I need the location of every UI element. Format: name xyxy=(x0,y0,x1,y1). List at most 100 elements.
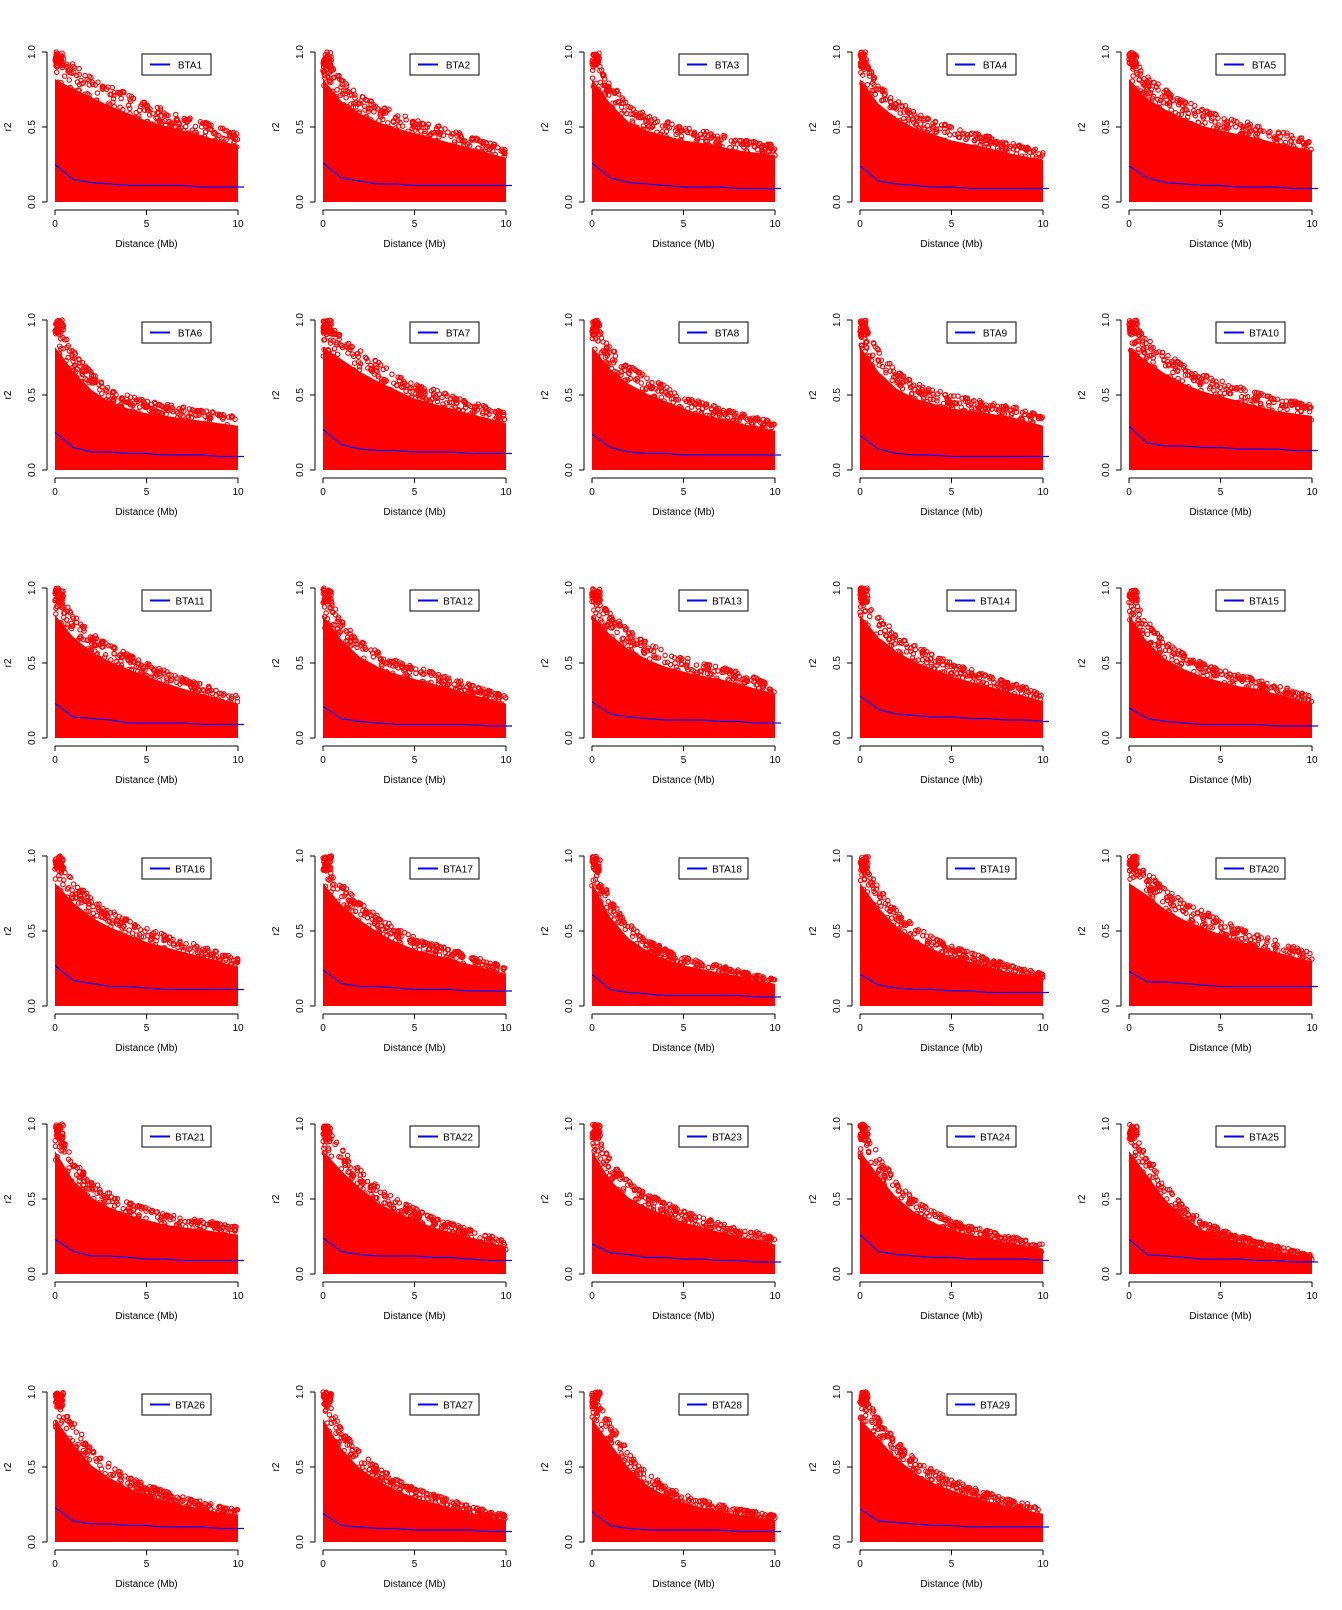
scatter-point xyxy=(99,928,106,935)
scatter-point xyxy=(234,957,241,964)
y-tick-label: 0.0 xyxy=(1101,463,1112,477)
scatter-point xyxy=(886,385,892,391)
scatter-point xyxy=(722,665,728,671)
scatter-point xyxy=(949,669,955,676)
scatter-point xyxy=(357,367,363,373)
x-tick-label: 5 xyxy=(681,755,687,766)
x-axis-label: Distance (Mb) xyxy=(1189,775,1251,786)
scatter-point xyxy=(862,608,868,615)
scatter-point xyxy=(323,55,329,62)
scatter-point xyxy=(58,329,64,335)
scatter-point xyxy=(899,104,905,110)
scatter-point xyxy=(179,133,186,139)
scatter-point xyxy=(327,69,334,75)
scatter-point xyxy=(406,664,412,671)
scatter-point xyxy=(681,396,688,402)
axes xyxy=(310,319,507,483)
scatter-point xyxy=(764,418,771,424)
scatter-point xyxy=(1164,352,1171,359)
scatter-point xyxy=(79,368,85,374)
scatter-point xyxy=(699,134,705,141)
x-tick-label: 10 xyxy=(232,755,244,766)
y-tick-label: 0.5 xyxy=(564,656,575,670)
scatter-point xyxy=(1128,331,1134,338)
scatter-point xyxy=(941,400,947,407)
scatter-point xyxy=(352,92,358,98)
scatter-point xyxy=(180,413,186,419)
scatter-point xyxy=(979,671,986,677)
scatter-point xyxy=(594,606,601,613)
scatter-point xyxy=(372,647,378,653)
scatter-point xyxy=(440,401,447,407)
scatter-point xyxy=(462,687,468,693)
scatter-point xyxy=(731,422,737,428)
scatter-point xyxy=(192,123,199,130)
scatter-point xyxy=(195,408,201,415)
scatter-point xyxy=(368,647,375,653)
scatter-point xyxy=(927,392,933,399)
scatter-point xyxy=(945,396,951,402)
scatter-point xyxy=(163,406,169,412)
scatter-point xyxy=(59,604,65,611)
scatter-point xyxy=(597,358,603,365)
scatter-point xyxy=(955,674,962,681)
scatter-point xyxy=(73,374,80,381)
scatter-point xyxy=(380,669,387,675)
scatter-point xyxy=(1213,666,1219,672)
scatter-point xyxy=(1023,684,1030,691)
scatter-point xyxy=(1206,111,1213,117)
scatter-point xyxy=(1132,597,1138,603)
scatter-point xyxy=(108,643,114,649)
scatter-point xyxy=(191,679,197,685)
scatter-point xyxy=(441,142,447,148)
scatter-point xyxy=(375,928,382,934)
scatter-point xyxy=(110,95,117,102)
scatter-point xyxy=(736,673,742,680)
scatter-point xyxy=(673,131,679,138)
scatter-point xyxy=(1238,399,1245,405)
scatter-density-bta9 xyxy=(860,347,1044,470)
scatter-point xyxy=(1179,378,1185,384)
scatter-point xyxy=(1305,698,1312,704)
scatter-point xyxy=(381,656,387,662)
y-tick-label: 1.0 xyxy=(27,45,38,59)
scatter-point xyxy=(210,958,216,965)
scatter-point xyxy=(864,81,871,88)
scatter-point xyxy=(928,655,934,662)
scatter-point xyxy=(348,890,354,897)
scatter-point xyxy=(144,102,150,109)
scatter-point xyxy=(771,689,777,695)
scatter-point xyxy=(403,131,410,138)
scatter-point xyxy=(879,363,886,370)
scatter-point xyxy=(658,394,664,401)
scatter-point xyxy=(698,675,704,682)
scatter-point xyxy=(228,133,234,140)
scatter-point xyxy=(118,658,124,664)
scatter-point xyxy=(667,404,674,410)
scatter-point xyxy=(234,698,241,705)
scatter-point xyxy=(1226,671,1233,677)
scatter-point xyxy=(609,105,616,112)
scatter-point xyxy=(633,109,639,116)
scatter-point xyxy=(1174,95,1180,102)
scatter-point xyxy=(1224,403,1230,409)
scatter-point xyxy=(733,678,739,685)
scatter-point xyxy=(325,346,332,353)
scatter-point xyxy=(673,664,680,670)
scatter-point xyxy=(1245,125,1252,131)
scatter-point xyxy=(1020,684,1026,690)
scatter-point xyxy=(159,118,165,125)
scatter-point xyxy=(422,128,429,135)
scatter-point xyxy=(54,862,61,869)
y-tick-label: 0.5 xyxy=(27,924,38,938)
scatter-point xyxy=(978,135,985,142)
scatter-point xyxy=(1129,73,1136,79)
scatter-point xyxy=(633,637,639,643)
trend-line-bta7 xyxy=(322,428,513,455)
scatter-point xyxy=(693,138,699,144)
scatter-point xyxy=(154,934,160,940)
scatter-point xyxy=(367,383,374,389)
scatter-point xyxy=(107,909,114,916)
